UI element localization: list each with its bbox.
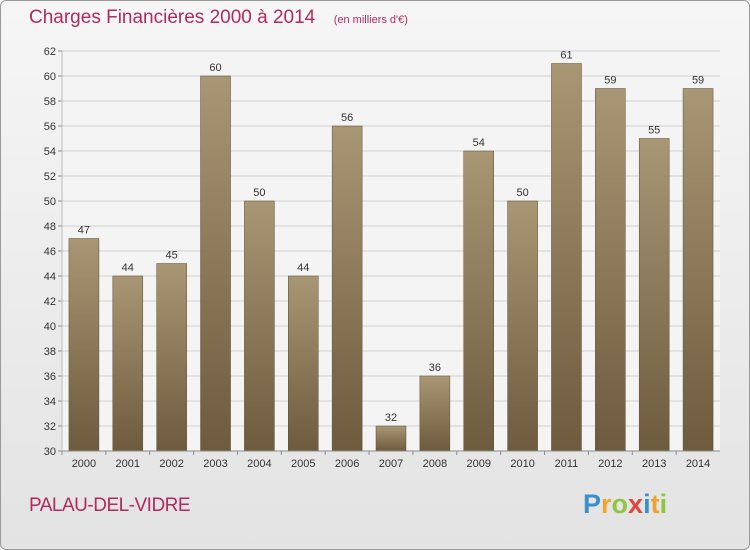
x-tick-label: 2013 xyxy=(642,458,666,470)
bar-value-label: 32 xyxy=(385,412,397,424)
x-tick-label: 2014 xyxy=(686,458,710,470)
y-tick-label: 36 xyxy=(44,371,56,383)
y-tick-label: 44 xyxy=(44,271,56,283)
bar-2004[interactable] xyxy=(244,200,275,452)
bar-value-label: 55 xyxy=(648,125,660,137)
brand-letter: x xyxy=(628,489,644,519)
brand-letter: o xyxy=(611,489,629,519)
brand-letter: i xyxy=(643,489,651,519)
bar-2000[interactable] xyxy=(68,238,100,452)
x-tick-label: 2002 xyxy=(159,458,183,470)
x-tick-label: 2000 xyxy=(72,458,96,470)
y-tick-label: 40 xyxy=(44,321,56,333)
y-tick-label: 58 xyxy=(44,96,56,108)
x-tick-label: 2003 xyxy=(203,458,227,470)
brand-letter: P xyxy=(583,489,602,519)
bar-2010[interactable] xyxy=(507,200,538,452)
y-tick-label: 56 xyxy=(44,121,56,133)
x-tick-label: 2005 xyxy=(291,458,315,470)
y-tick-label: 52 xyxy=(44,171,56,183)
bar-value-label: 59 xyxy=(604,75,616,87)
x-tick-label: 2008 xyxy=(423,458,447,470)
x-tick-label: 2001 xyxy=(116,458,140,470)
x-tick-label: 2009 xyxy=(466,458,490,470)
bar-value-label: 45 xyxy=(166,250,178,262)
x-tick-label: 2012 xyxy=(598,458,622,470)
title-row: Charges Financières 2000 à 2014 (en mill… xyxy=(29,7,408,29)
brand-letter: i xyxy=(659,489,668,519)
bar-value-label: 50 xyxy=(516,187,528,199)
bar-2011[interactable] xyxy=(551,63,582,452)
x-tick-label: 2011 xyxy=(555,458,579,470)
y-tick-label: 54 xyxy=(44,146,56,158)
y-tick-label: 34 xyxy=(44,396,56,408)
y-tick-label: 60 xyxy=(44,71,56,83)
bar-value-label: 44 xyxy=(122,262,134,274)
x-tick-label: 2007 xyxy=(379,458,403,470)
x-tick-label: 2004 xyxy=(247,458,271,470)
bar-2002[interactable] xyxy=(156,263,187,452)
x-tick-label: 2006 xyxy=(335,458,359,470)
bar-value-label: 47 xyxy=(78,225,90,237)
bar-2001[interactable] xyxy=(112,275,144,452)
bar-2008[interactable] xyxy=(419,375,451,452)
bar-2013[interactable] xyxy=(638,138,670,452)
bar-value-label: 61 xyxy=(560,50,572,62)
commune-name: PALAU-DEL-VIDRE xyxy=(29,495,191,516)
bar-value-label: 54 xyxy=(473,137,485,149)
y-tick-label: 48 xyxy=(44,221,56,233)
bar-2005[interactable] xyxy=(288,275,319,452)
y-tick-label: 32 xyxy=(44,421,56,433)
y-tick-label: 38 xyxy=(44,346,56,358)
y-tick-label: 46 xyxy=(44,246,56,258)
bar-value-label: 36 xyxy=(429,362,441,374)
y-axis-ticks: 30 32 34 36 38 40 42 44 46 48 50 52 54 56 58 60 62 xyxy=(44,46,62,458)
bar-2007[interactable] xyxy=(375,425,407,452)
bar-value-labels: 47 44 45 60 50 44 56 32 36 54 50 61 59 55 59 xyxy=(78,50,704,425)
bar-2003[interactable] xyxy=(200,75,231,452)
bar-2014[interactable] xyxy=(682,88,714,452)
y-tick-label: 50 xyxy=(44,196,56,208)
chart-subtitle: (en milliers d'€) xyxy=(333,14,408,26)
bar-value-label: 56 xyxy=(341,112,353,124)
bar-value-label: 50 xyxy=(253,187,265,199)
bar-2009[interactable] xyxy=(463,150,494,452)
y-tick-label: 42 xyxy=(44,296,56,308)
brand-logo[interactable]: Proxiti xyxy=(583,489,667,520)
chart-title: Charges Financières 2000 à 2014 xyxy=(29,7,316,28)
brand-letter: r xyxy=(601,489,612,519)
bar-2006[interactable] xyxy=(331,125,363,452)
x-axis-ticks: 2000 2001 2002 2003 2004 2005 2006 2007 2008 2009… xyxy=(61,451,710,470)
bar-value-label: 59 xyxy=(692,75,704,87)
brand-letter: t xyxy=(650,489,660,519)
bar-value-label: 44 xyxy=(297,262,309,274)
bars xyxy=(68,63,714,452)
bar-value-label: 60 xyxy=(209,62,221,74)
y-tick-label: 30 xyxy=(44,446,56,458)
y-tick-label: 62 xyxy=(44,46,56,58)
bar-2012[interactable] xyxy=(595,88,626,452)
x-tick-label: 2010 xyxy=(510,458,534,470)
